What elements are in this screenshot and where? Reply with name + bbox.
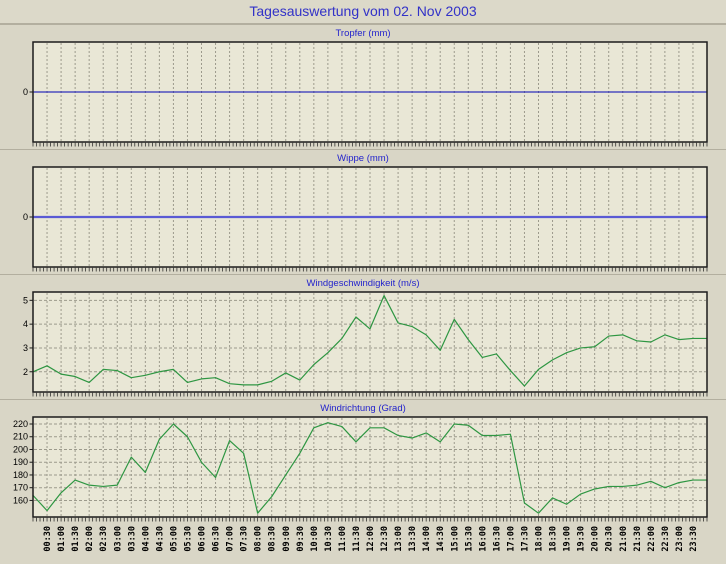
wippe-plot: 0 xyxy=(23,166,709,272)
svg-text:14:30: 14:30 xyxy=(436,526,446,552)
svg-text:03:30: 03:30 xyxy=(127,526,137,552)
svg-text:02:00: 02:00 xyxy=(85,526,95,552)
svg-text:0: 0 xyxy=(23,87,28,97)
svg-text:23:30: 23:30 xyxy=(689,526,699,552)
svg-text:05:30: 05:30 xyxy=(183,526,193,552)
svg-text:220: 220 xyxy=(13,419,28,429)
svg-text:10:00: 10:00 xyxy=(310,526,320,552)
svg-text:3: 3 xyxy=(23,343,28,353)
svg-text:20:30: 20:30 xyxy=(605,526,615,552)
svg-text:12:30: 12:30 xyxy=(380,526,390,552)
svg-text:22:00: 22:00 xyxy=(647,526,657,552)
chart-title-wippe: Wippe (mm) xyxy=(337,153,389,164)
svg-text:200: 200 xyxy=(13,444,28,454)
svg-text:17:00: 17:00 xyxy=(506,526,516,552)
windrichtung-plot: 160 170 180 190 200 210 220 xyxy=(13,416,708,522)
svg-text:15:30: 15:30 xyxy=(464,526,474,552)
svg-text:13:30: 13:30 xyxy=(408,526,418,552)
svg-text:00:30: 00:30 xyxy=(43,526,53,552)
chart-panel-tropfer: Tropfer (mm) 0 xyxy=(0,24,726,149)
windgeschwindigkeit-plot: 2 3 4 5 xyxy=(23,291,708,397)
svg-text:12:00: 12:00 xyxy=(366,526,376,552)
svg-text:17:30: 17:30 xyxy=(520,526,530,552)
svg-text:210: 210 xyxy=(13,432,28,442)
time-axis-labels: 00:30 01:00 01:30 02:00 02:30 03:00 03:30 04:00… xyxy=(43,526,699,552)
svg-text:08:30: 08:30 xyxy=(268,526,278,552)
svg-text:11:30: 11:30 xyxy=(352,526,362,552)
svg-text:5: 5 xyxy=(23,295,28,305)
svg-text:19:30: 19:30 xyxy=(577,526,587,552)
svg-text:01:30: 01:30 xyxy=(71,526,81,552)
svg-text:170: 170 xyxy=(13,483,28,493)
svg-text:02:30: 02:30 xyxy=(99,526,109,552)
svg-text:22:30: 22:30 xyxy=(661,526,671,552)
chart-title-windgeschwindigkeit: Windgeschwindigkeit (m/s) xyxy=(306,278,420,289)
svg-text:160: 160 xyxy=(13,495,28,505)
svg-text:09:00: 09:00 xyxy=(282,526,292,552)
svg-text:03:00: 03:00 xyxy=(113,526,123,552)
svg-text:04:30: 04:30 xyxy=(155,526,165,552)
svg-text:13:00: 13:00 xyxy=(394,526,404,552)
chart-title-tropfer: Tropfer (mm) xyxy=(335,28,391,39)
time-axis: 00:30 01:00 01:30 02:00 02:30 03:00 03:30 04:00… xyxy=(0,524,726,564)
svg-text:07:00: 07:00 xyxy=(226,526,236,552)
svg-text:05:00: 05:00 xyxy=(169,526,179,552)
svg-text:18:00: 18:00 xyxy=(535,526,545,552)
svg-text:09:30: 09:30 xyxy=(296,526,306,552)
chart-panel-wippe: Wippe (mm) 0 xyxy=(0,149,726,274)
svg-text:04:00: 04:00 xyxy=(141,526,151,552)
svg-text:06:00: 06:00 xyxy=(198,526,208,552)
svg-text:06:30: 06:30 xyxy=(212,526,222,552)
svg-text:23:00: 23:00 xyxy=(675,526,685,552)
svg-text:21:00: 21:00 xyxy=(619,526,629,552)
chart-panel-windgeschwindigkeit: Windgeschwindigkeit (m/s) 2 3 4 5 xyxy=(0,274,726,399)
svg-text:16:00: 16:00 xyxy=(478,526,488,552)
svg-text:11:00: 11:00 xyxy=(338,526,348,552)
svg-text:21:30: 21:30 xyxy=(633,526,643,552)
svg-text:0: 0 xyxy=(23,212,28,222)
svg-text:08:00: 08:00 xyxy=(254,526,264,552)
svg-text:4: 4 xyxy=(23,319,28,329)
chart-title-windrichtung: Windrichtung (Grad) xyxy=(320,403,406,414)
svg-text:10:30: 10:30 xyxy=(324,526,334,552)
svg-text:16:30: 16:30 xyxy=(492,526,502,552)
page-title: Tagesauswertung vom 02. Nov 2003 xyxy=(0,0,726,24)
svg-text:07:30: 07:30 xyxy=(240,526,250,552)
chart-panel-windrichtung: Windrichtung (Grad) 160 170 180 190 200 210 22… xyxy=(0,399,726,524)
svg-text:180: 180 xyxy=(13,470,28,480)
tropfer-plot: 0 xyxy=(23,41,708,147)
svg-text:190: 190 xyxy=(13,457,28,467)
svg-text:20:00: 20:00 xyxy=(591,526,601,552)
svg-text:15:00: 15:00 xyxy=(450,526,460,552)
svg-text:2: 2 xyxy=(23,367,28,377)
svg-text:19:00: 19:00 xyxy=(563,526,573,552)
svg-text:01:00: 01:00 xyxy=(57,526,67,552)
svg-text:18:30: 18:30 xyxy=(549,526,559,552)
svg-text:14:00: 14:00 xyxy=(422,526,432,552)
